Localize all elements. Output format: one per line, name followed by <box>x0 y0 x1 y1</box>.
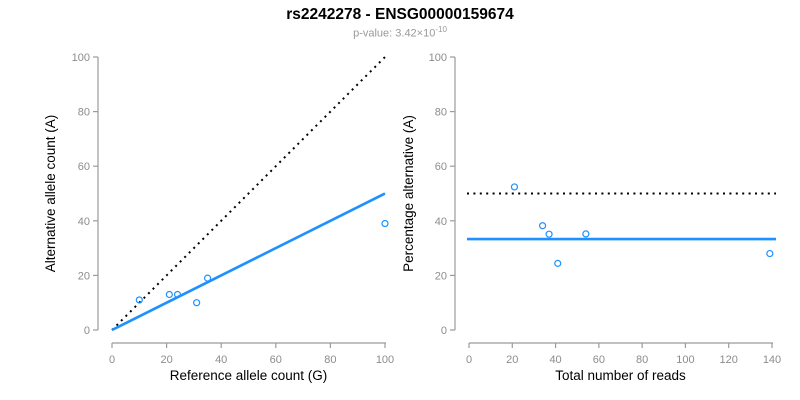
data-point <box>545 230 553 238</box>
y-tick-label: 80 <box>435 107 447 119</box>
x-tick-label: 40 <box>549 354 561 366</box>
y-tick-label: 100 <box>429 52 447 64</box>
x-tick-label: 100 <box>376 354 394 366</box>
x-tick-label: 0 <box>109 354 115 366</box>
y-axis-title: Percentage alternative (A) <box>401 115 416 272</box>
x-tick-label: 80 <box>636 354 648 366</box>
pvalue-exponent: -10 <box>435 25 447 34</box>
x-axis-title: Total number of reads <box>555 368 686 383</box>
data-point <box>510 183 519 191</box>
y-tick-label: 60 <box>78 161 90 173</box>
pvalue-subtitle: p-value: 3.42×10-10 <box>0 25 800 40</box>
y-tick-label: 60 <box>435 161 447 173</box>
pvalue-text: p-value: 3.42×10 <box>353 27 436 40</box>
data-point <box>766 249 774 258</box>
x-tick-label: 60 <box>270 354 282 366</box>
y-axis-title: Alternative allele count (A) <box>43 115 58 273</box>
y-tick-label: 80 <box>78 107 90 119</box>
right-scatter-plot-percentage: 0 20 40 60 80 100 0 20 40 60 80 100 120 140 Total numb… <box>401 52 781 383</box>
x-tick-label: 60 <box>593 354 605 366</box>
x-axis-title: Reference allele count (G) <box>170 368 328 383</box>
x-tick-label: 20 <box>506 354 518 366</box>
data-point <box>381 219 389 228</box>
y-tick-label: 20 <box>78 270 90 282</box>
y-tick-label: 0 <box>84 325 90 337</box>
fit-solid-line <box>111 192 386 332</box>
identity-dotted-line <box>111 56 386 331</box>
y-tick-label: 0 <box>441 325 447 337</box>
x-tick-label: 80 <box>324 354 336 366</box>
data-point <box>193 299 201 307</box>
data-point <box>203 274 212 282</box>
data-point <box>165 290 173 299</box>
y-tick-label: 20 <box>435 270 447 282</box>
data-point <box>582 230 590 238</box>
x-tick-label: 20 <box>160 354 172 366</box>
y-tick-label: 40 <box>435 216 447 228</box>
x-tick-label: 0 <box>466 354 472 366</box>
x-tick-label: 40 <box>215 354 227 366</box>
data-point <box>538 222 547 230</box>
data-point <box>135 296 143 304</box>
figure-title: rs2242278 - ENSG00000159674 <box>286 6 514 23</box>
x-tick-label: 100 <box>676 354 694 366</box>
x-tick-label: 140 <box>763 354 781 366</box>
y-tick-label: 40 <box>78 216 90 228</box>
data-point <box>554 259 562 267</box>
left-scatter-plot-allele-counts: 0 20 40 60 80 100 0 20 40 60 80 100 Reference allele… <box>43 52 394 383</box>
y-tick-label: 100 <box>72 52 90 64</box>
x-tick-label: 120 <box>720 354 738 366</box>
data-point <box>173 290 182 299</box>
